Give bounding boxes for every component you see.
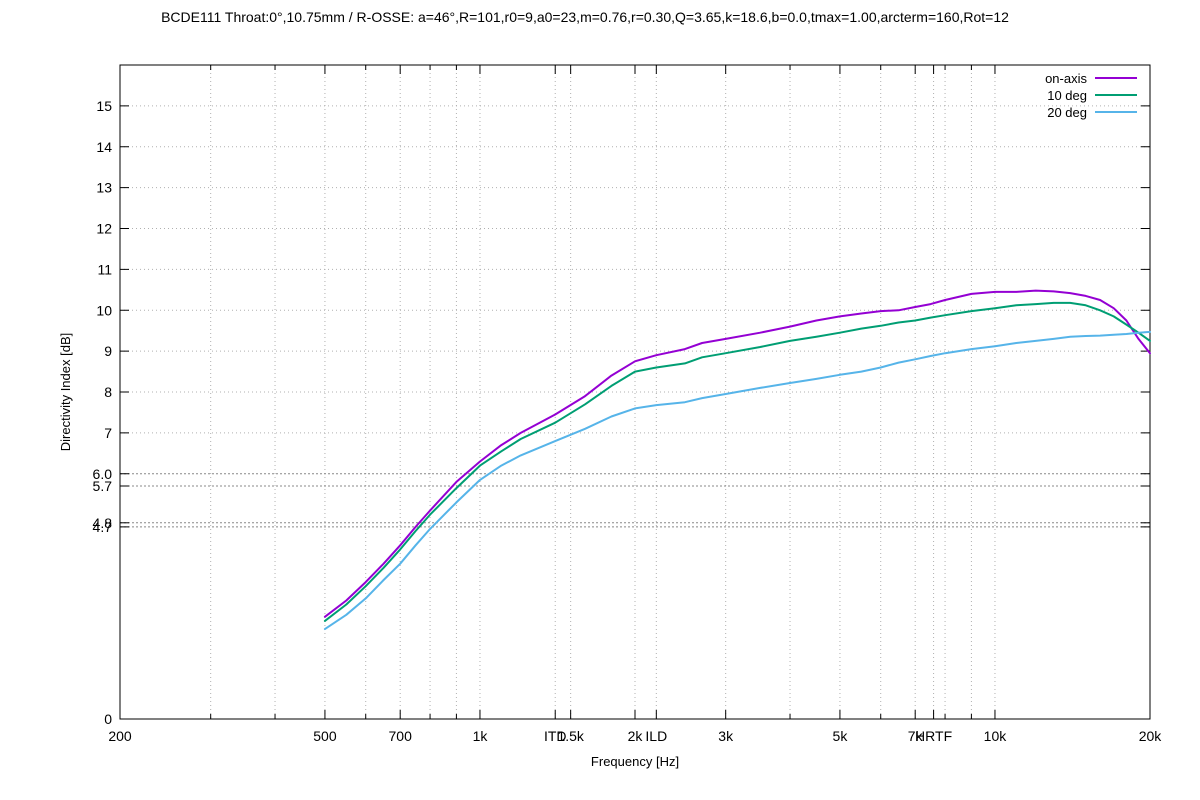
series-line-20-deg <box>323 330 1151 631</box>
x-axis-label: Frequency [Hz] <box>591 754 679 769</box>
y-tick-label: 9 <box>104 343 112 359</box>
y-tick-label: 12 <box>96 221 112 237</box>
series-line-10-deg <box>323 301 1151 622</box>
y-tick-label: 14 <box>96 139 112 155</box>
chart-title: BCDE111 Throat:0°,10.75mm / R-OSSE: a=46… <box>161 9 1009 25</box>
x-tick-label: 7k <box>908 728 924 744</box>
y-tick-label: 13 <box>96 180 112 196</box>
legend-label: 10 deg <box>1047 88 1087 103</box>
x-tick-label: 500 <box>313 728 337 744</box>
series-line-on-axis <box>323 289 1151 618</box>
x-tick-label: 5k <box>833 728 849 744</box>
y-tick-label: 11 <box>97 261 112 277</box>
y-tick-label: 8 <box>104 384 112 400</box>
y-tick-label: 4.8 <box>93 515 113 531</box>
series-lines <box>323 289 1151 631</box>
plot-area <box>119 64 1151 720</box>
x-tick-label: 2k <box>628 728 644 744</box>
x-tick-label: 10k <box>984 728 1008 744</box>
y-tick-label: 0 <box>104 711 112 727</box>
y-tick-label: 10 <box>96 302 112 318</box>
x-tick-label: 700 <box>389 728 413 744</box>
legend-label: on-axis <box>1045 71 1087 86</box>
x-tick-label: 3k <box>718 728 734 744</box>
x-tick-label: ITD <box>544 728 567 744</box>
y-tick-label: 7 <box>104 425 112 441</box>
x-tick-label: 1.5k <box>557 728 584 744</box>
y-tick-label: 4.7 <box>93 519 113 535</box>
y-axis-label: Directivity Index [dB] <box>58 333 73 452</box>
grid <box>120 65 1150 719</box>
x-tick-label: 1k <box>473 728 489 744</box>
y-tick-label: 6.0 <box>93 466 113 482</box>
y-tick-label: 15 <box>96 98 112 114</box>
x-tick-label: 20k <box>1139 728 1163 744</box>
x-tick-label: 200 <box>108 728 132 744</box>
legend-label: 20 deg <box>1047 105 1087 120</box>
x-tick-label: HRTF <box>915 728 952 744</box>
legend: on-axis 10 deg 20 deg <box>1045 71 1137 120</box>
x-tick-label: ILD <box>645 728 667 744</box>
y-tick-label: 5.7 <box>93 478 113 494</box>
